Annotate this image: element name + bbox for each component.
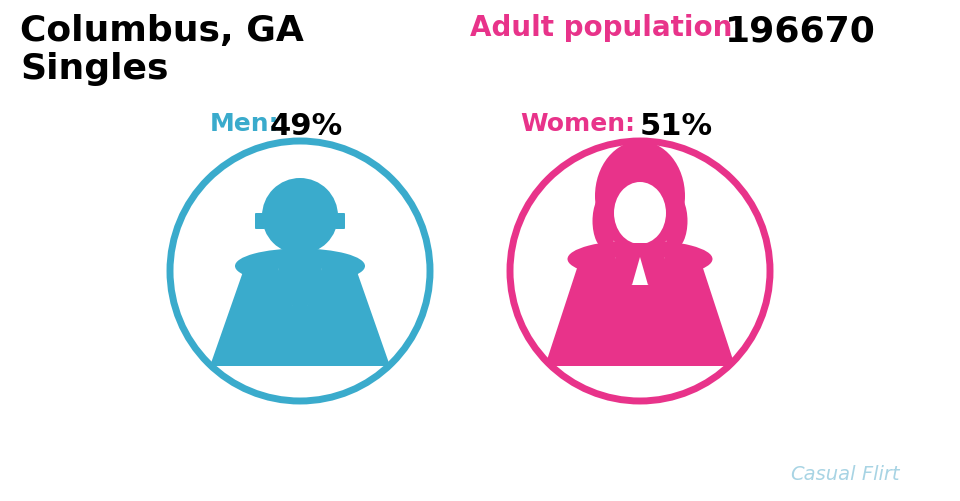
Text: Singles: Singles <box>20 52 169 86</box>
Ellipse shape <box>235 249 365 284</box>
Text: 51%: 51% <box>640 112 713 141</box>
Polygon shape <box>640 258 665 286</box>
Text: Columbus, GA: Columbus, GA <box>20 14 304 48</box>
Ellipse shape <box>592 194 617 249</box>
Polygon shape <box>210 267 390 366</box>
Polygon shape <box>615 258 665 286</box>
Polygon shape <box>615 258 640 286</box>
Text: Men:: Men: <box>210 112 279 136</box>
Text: Women:: Women: <box>520 112 635 136</box>
Polygon shape <box>291 269 309 326</box>
FancyBboxPatch shape <box>631 243 649 271</box>
Ellipse shape <box>567 240 712 279</box>
Polygon shape <box>545 260 735 366</box>
Ellipse shape <box>662 194 687 249</box>
FancyBboxPatch shape <box>289 253 311 279</box>
Polygon shape <box>293 269 307 277</box>
Text: Casual: Casual <box>790 464 855 483</box>
Circle shape <box>510 142 770 401</box>
Text: 196670: 196670 <box>725 14 876 48</box>
Ellipse shape <box>595 142 685 252</box>
Polygon shape <box>300 266 322 312</box>
Text: Flirt: Flirt <box>858 464 900 483</box>
FancyBboxPatch shape <box>255 213 265 229</box>
FancyBboxPatch shape <box>335 213 345 229</box>
Polygon shape <box>278 266 300 312</box>
Text: Adult population:: Adult population: <box>470 14 743 42</box>
Polygon shape <box>278 269 322 312</box>
Circle shape <box>170 142 430 401</box>
Ellipse shape <box>614 183 666 244</box>
Circle shape <box>262 179 338 255</box>
Text: 49%: 49% <box>270 112 344 141</box>
